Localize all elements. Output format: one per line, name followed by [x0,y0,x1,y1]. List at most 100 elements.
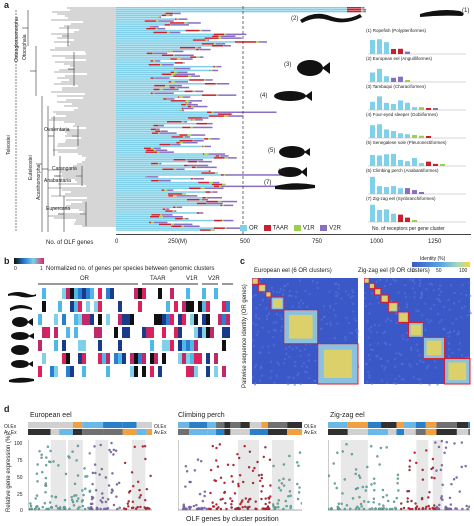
bar-or [116,43,202,45]
expr-point [117,481,121,485]
identity-map-noise [288,376,291,379]
bar-or [116,98,164,100]
heatmap-b-cell [42,327,46,338]
expr-cluster-band [340,440,353,510]
expr-point [349,507,352,510]
mini-bar [384,42,389,54]
bar-v2r [159,151,174,153]
bar-v2r [174,223,193,226]
bar-v1r [204,79,206,81]
expr-point [354,468,358,471]
heatmap-b-cell [198,353,202,364]
bar-taar [151,214,161,216]
expr-point [268,501,271,504]
expr-point [394,506,397,510]
heatmap-b-cell [114,353,118,364]
identity-map-noise [404,292,407,295]
bar-v2r [154,77,170,79]
bar-taar [213,157,225,159]
bar-v1r [192,90,196,93]
bar-taar [163,98,167,100]
bar-taar [187,198,200,201]
expr-point [264,502,267,506]
identity-map-noise [254,366,257,369]
bar-taar [211,45,224,47]
heatmap-b-cell [214,353,218,364]
xtick-1250: 1250 [428,239,442,245]
mini-title-5: (5) Senegalese sole (Pleuronectiformes) [366,140,447,145]
bar-taar [144,147,151,150]
expr-point [385,494,388,497]
expr-point [397,489,400,492]
expr-point [211,444,215,448]
expr-point [267,497,271,500]
identity-map-noise [413,282,416,285]
bar-or [116,128,151,131]
identity-map-noise [453,291,456,294]
identity-map-noise [273,328,276,331]
expr-point [36,480,39,483]
expr-point [223,490,227,494]
expr-strip-avex [396,429,405,435]
identity-map-noise [430,307,433,310]
heatmap-b-cell [206,314,210,325]
bar-v1r [195,166,197,169]
expr-point [278,479,281,482]
expr-point [139,505,142,509]
bar-or [116,48,197,51]
expr-point [81,504,84,508]
mini-bar [377,155,382,166]
expr-point [115,483,119,486]
expr-strip-olex [240,422,250,428]
mini-bar [384,129,389,138]
bar-v2r [159,162,162,165]
expr-point [282,484,286,487]
bar-taar [199,229,211,231]
identity-block-core [364,278,369,283]
heatmap-b-cell [162,327,166,338]
identity-map-noise [288,290,291,293]
bar-or [116,179,152,182]
heatmap-b-cell [82,353,86,364]
bar-v1r [223,174,226,176]
expr-point [50,506,53,509]
identity-map-noise [259,352,262,355]
bar-v1r [199,198,202,201]
expr-point [356,505,359,509]
bar-v2r [153,221,168,224]
bar-v2r [183,225,200,228]
mini-bar [370,39,375,54]
identity-map-noise [448,355,451,358]
bar-taar [213,65,215,68]
identity-map-noise [416,362,419,365]
identity-map-noise [336,322,339,325]
expr-point [100,467,104,471]
bar-v1r [151,221,154,224]
panel-d-xlabel: OLF genes by cluster position [186,516,279,523]
expr-point [415,461,418,465]
expr-point [367,500,370,504]
expr-point [124,507,128,511]
bar-or [116,166,192,169]
clade-otocephala: Otocephala [22,34,28,60]
identity-map-noise [255,323,258,326]
expr-point [298,486,301,489]
expr-point [340,502,343,505]
bar-v1r [171,81,176,83]
expr-point [406,497,409,500]
group-taar: TAAR [150,276,166,282]
bar-v1r [174,71,178,74]
bar-v2r [159,132,177,134]
mini-bar [426,161,431,166]
mini-bar [405,79,410,82]
bar-v1r [159,216,163,218]
bar-or [116,155,216,157]
heatmap-b-cell [66,366,70,377]
bar-v1r [361,7,362,9]
identity-block-outline [408,322,424,338]
identity-map-noise [402,378,405,381]
heatmap-b-cell [178,340,182,351]
bar-v2r [201,198,209,201]
mini-bar [391,103,396,110]
bar-or [116,22,171,24]
